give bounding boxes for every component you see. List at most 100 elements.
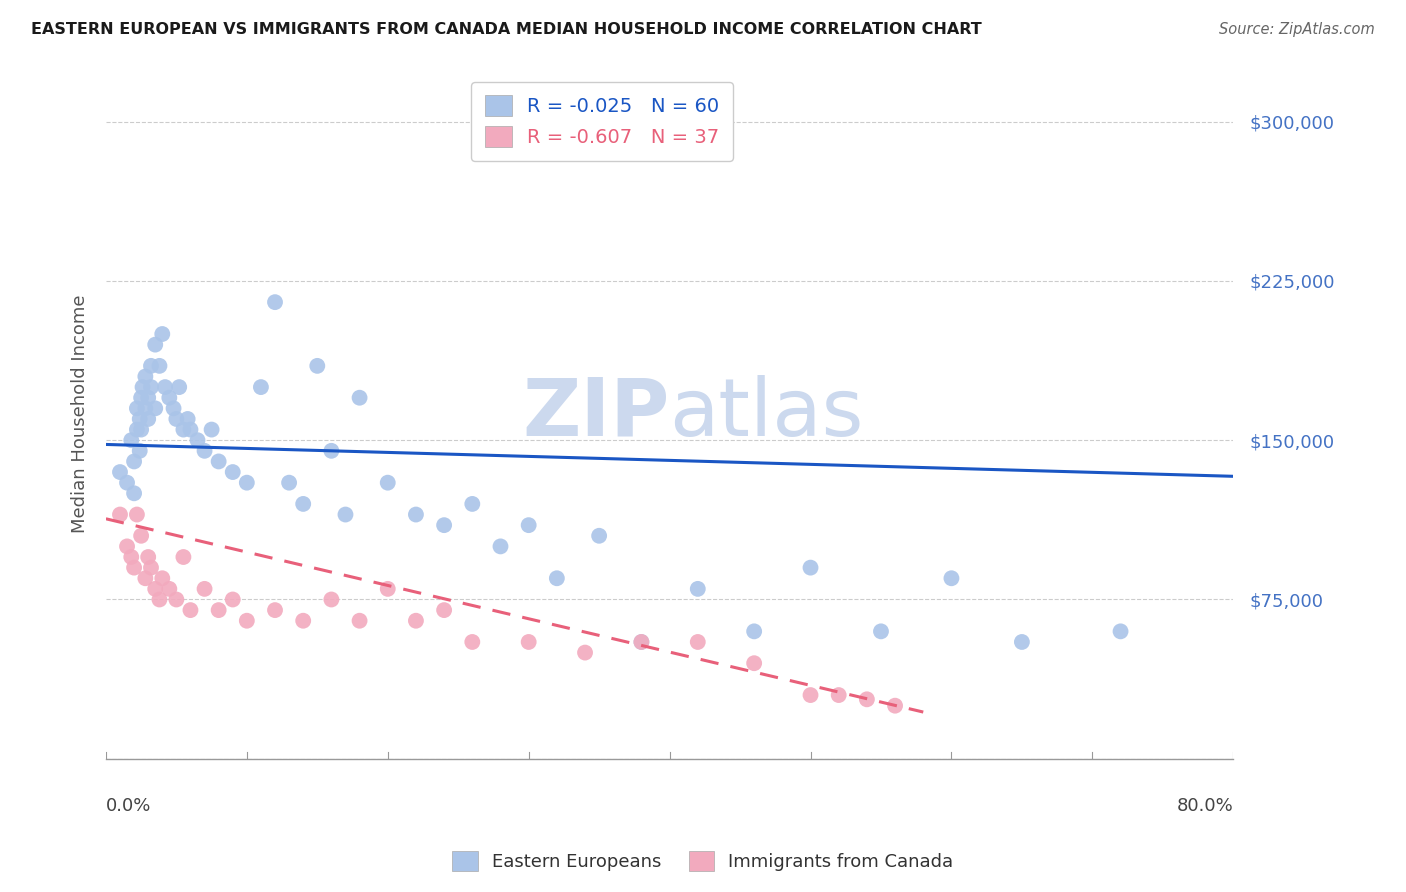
Point (148, 592, 170, 607)
Legend: R = -0.025   N = 60, R = -0.607   N = 37: R = -0.025 N = 60, R = -0.607 N = 37 (471, 82, 733, 161)
Point (176, 412, 198, 426)
Point (162, 401, 184, 416)
Point (264, 295, 287, 310)
Point (131, 380, 153, 394)
Point (108, 508, 131, 522)
Point (115, 475, 138, 490)
Point (264, 603, 287, 617)
Point (157, 391, 180, 405)
Point (150, 326, 173, 341)
Point (134, 571, 156, 585)
Point (122, 454, 145, 468)
Point (108, 465, 131, 479)
Point (686, 635, 709, 649)
Point (139, 359, 162, 373)
Point (172, 423, 194, 437)
Point (335, 508, 357, 522)
Point (157, 582, 180, 596)
Text: 0.0%: 0.0% (105, 797, 152, 814)
Point (941, 571, 963, 585)
Point (143, 401, 166, 416)
Point (139, 560, 162, 574)
Point (278, 475, 301, 490)
Y-axis label: Median Household Income: Median Household Income (72, 294, 89, 533)
Point (321, 592, 343, 607)
Point (405, 508, 427, 522)
Point (799, 688, 821, 702)
Point (1109, 624, 1132, 639)
Point (179, 423, 201, 437)
Point (546, 571, 568, 585)
Point (405, 614, 427, 628)
Point (588, 529, 610, 543)
Point (165, 412, 187, 426)
Point (200, 423, 222, 437)
Point (134, 369, 156, 384)
Point (377, 582, 399, 596)
Point (148, 359, 170, 373)
Point (461, 497, 484, 511)
Text: 80.0%: 80.0% (1177, 797, 1233, 814)
Text: ZIP: ZIP (523, 375, 669, 452)
Point (349, 614, 371, 628)
Point (208, 603, 231, 617)
Text: Source: ZipAtlas.com: Source: ZipAtlas.com (1219, 22, 1375, 37)
Point (150, 571, 173, 585)
Point (489, 540, 512, 554)
Point (742, 624, 765, 639)
Point (139, 380, 162, 394)
Point (167, 380, 190, 394)
Point (461, 635, 484, 649)
Point (172, 549, 194, 564)
Point (153, 380, 176, 394)
Point (433, 518, 456, 533)
Point (129, 391, 152, 405)
Point (143, 337, 166, 351)
Point (179, 603, 201, 617)
Point (870, 624, 893, 639)
Point (517, 518, 540, 533)
Point (165, 592, 187, 607)
Point (630, 635, 652, 649)
Point (856, 692, 879, 706)
Point (120, 549, 142, 564)
Point (349, 391, 371, 405)
Point (1011, 635, 1033, 649)
Point (125, 423, 148, 437)
Point (433, 603, 456, 617)
Point (125, 401, 148, 416)
Point (136, 391, 159, 405)
Point (193, 443, 215, 458)
Point (115, 540, 138, 554)
Point (884, 698, 907, 713)
Point (574, 646, 596, 660)
Point (129, 423, 152, 437)
Point (630, 635, 652, 649)
Text: atlas: atlas (669, 375, 863, 452)
Point (136, 549, 159, 564)
Point (517, 635, 540, 649)
Point (129, 529, 152, 543)
Point (321, 443, 343, 458)
Point (250, 380, 273, 394)
Point (292, 614, 315, 628)
Point (120, 433, 142, 447)
Point (799, 560, 821, 574)
Point (186, 433, 208, 447)
Point (222, 465, 245, 479)
Point (292, 497, 315, 511)
Point (377, 475, 399, 490)
Point (128, 443, 150, 458)
Point (134, 401, 156, 416)
Point (686, 582, 709, 596)
Point (193, 582, 215, 596)
Legend: Eastern Europeans, Immigrants from Canada: Eastern Europeans, Immigrants from Canad… (446, 844, 960, 879)
Point (742, 657, 765, 671)
Point (122, 560, 145, 574)
Point (222, 592, 245, 607)
Point (208, 454, 231, 468)
Point (236, 475, 259, 490)
Point (122, 486, 145, 500)
Point (143, 582, 166, 596)
Point (125, 508, 148, 522)
